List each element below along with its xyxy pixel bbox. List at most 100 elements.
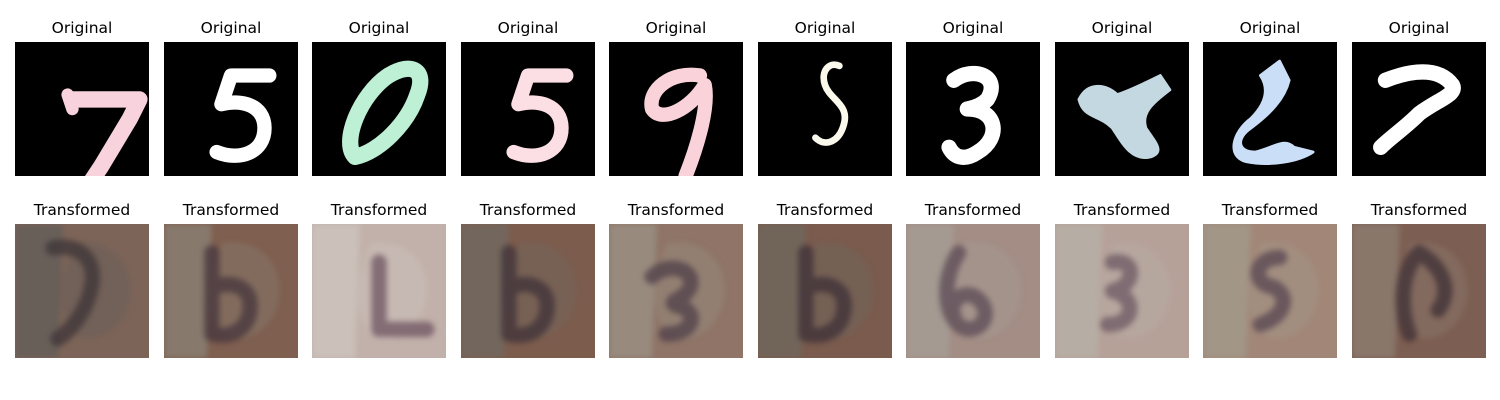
- transformed-image: [758, 224, 892, 358]
- highlight-patch: [952, 242, 1022, 339]
- transformed-row: Transformed Transformed Transformed Transfo…: [0, 200, 1500, 360]
- transformed-texture: [758, 224, 874, 358]
- original-image: [15, 42, 149, 176]
- original-image: [312, 42, 446, 176]
- transformed-title: Transformed: [1221, 201, 1319, 219]
- original-image: [164, 42, 298, 176]
- original-title: Original: [1388, 19, 1450, 37]
- original-image: [1352, 42, 1486, 176]
- transformed-image: [1352, 224, 1486, 358]
- tint-patch: [461, 224, 509, 358]
- transformed-texture: [1203, 224, 1319, 358]
- transformed-cell: Transformed: [1203, 200, 1337, 360]
- transformed-image: [906, 224, 1040, 358]
- original-cell: Original: [609, 18, 743, 178]
- tint-patch: [1055, 224, 1103, 358]
- ink-stroke: [371, 254, 435, 337]
- transformed-image: [164, 224, 298, 358]
- original-cell: Original: [164, 18, 298, 178]
- tint-patch: [1203, 224, 1251, 358]
- digit-glyph: [506, 68, 574, 163]
- transformed-image: [1203, 224, 1337, 358]
- original-title: Original: [942, 19, 1004, 37]
- digit-glyph: [644, 67, 713, 176]
- transformed-title: Transformed: [924, 201, 1022, 219]
- original-image: [1055, 42, 1189, 176]
- transformed-texture: [906, 224, 1022, 358]
- transformed-cell: Transformed: [312, 200, 446, 360]
- tint-patch: [609, 224, 657, 358]
- transformed-image: [461, 224, 595, 358]
- transformed-title: Transformed: [1073, 201, 1171, 219]
- original-image: [461, 42, 595, 176]
- original-title: Original: [497, 19, 559, 37]
- digit-stroke: [1373, 64, 1461, 155]
- original-image: [758, 42, 892, 176]
- tint-patch: [906, 224, 954, 358]
- original-cell: Original: [1055, 18, 1189, 178]
- ink-stroke: [45, 239, 101, 347]
- transformed-texture: [1352, 224, 1468, 358]
- digit-stroke: [506, 68, 574, 163]
- transformed-cell: Transformed: [164, 200, 298, 360]
- digit-glyph: [342, 60, 429, 165]
- transformed-texture: [312, 224, 435, 358]
- digit-stroke: [64, 91, 148, 176]
- digit-glyph: [1232, 59, 1315, 165]
- original-image: [609, 42, 743, 176]
- transformed-image: [609, 224, 743, 358]
- tint-patch: [312, 224, 360, 358]
- transformed-title: Transformed: [330, 201, 428, 219]
- digit-stroke: [812, 61, 849, 146]
- digit-glyph: [1077, 74, 1172, 160]
- transformed-texture: [15, 224, 131, 358]
- transformed-image: [1055, 224, 1189, 358]
- original-image: [906, 42, 1040, 176]
- transformed-cell: Transformed: [609, 200, 743, 360]
- transformed-cell: Transformed: [461, 200, 595, 360]
- transformed-texture: [164, 224, 280, 358]
- ink-stroke: [1250, 249, 1291, 333]
- original-cell: Original: [758, 18, 892, 178]
- digit-stroke: [61, 88, 79, 116]
- digit-glyph: [812, 61, 849, 146]
- original-title: Original: [1091, 19, 1153, 37]
- digit-stroke: [209, 68, 277, 163]
- original-title: Original: [51, 19, 113, 37]
- transformed-cell: Transformed: [906, 200, 1040, 360]
- ink-stroke: [798, 245, 852, 343]
- ink-stroke: [644, 260, 699, 342]
- original-title: Original: [794, 19, 856, 37]
- transformed-texture: [1055, 224, 1171, 358]
- ink-stroke: [501, 245, 555, 343]
- transformed-image: [15, 224, 149, 358]
- digit-stroke: [941, 65, 1001, 165]
- transformed-cell: Transformed: [1352, 200, 1486, 360]
- transformed-title: Transformed: [1370, 201, 1468, 219]
- transformed-image: [312, 224, 446, 358]
- original-title: Original: [200, 19, 262, 37]
- transformed-texture: [609, 224, 725, 358]
- digit-glyph: [941, 65, 1001, 165]
- original-title: Original: [348, 19, 410, 37]
- ink-stroke: [1099, 254, 1138, 333]
- ink-stroke: [939, 245, 993, 337]
- original-cell: Original: [15, 18, 149, 178]
- transformed-title: Transformed: [33, 201, 131, 219]
- original-title: Original: [1239, 19, 1301, 37]
- original-cell: Original: [1203, 18, 1337, 178]
- original-cell: Original: [312, 18, 446, 178]
- transformed-cell: Transformed: [15, 200, 149, 360]
- digit-stroke: [644, 67, 713, 176]
- original-cell: Original: [906, 18, 1040, 178]
- digit-stroke: [342, 60, 429, 165]
- tint-patch: [1352, 224, 1400, 358]
- original-cell: Original: [1352, 18, 1486, 178]
- transformed-cell: Transformed: [1055, 200, 1189, 360]
- digit-stroke: [1077, 74, 1172, 160]
- digit-glyph: [1373, 64, 1461, 155]
- transformed-title: Transformed: [479, 201, 577, 219]
- original-image: [1203, 42, 1337, 176]
- digit-stroke: [1232, 59, 1315, 165]
- tint-patch: [164, 224, 212, 358]
